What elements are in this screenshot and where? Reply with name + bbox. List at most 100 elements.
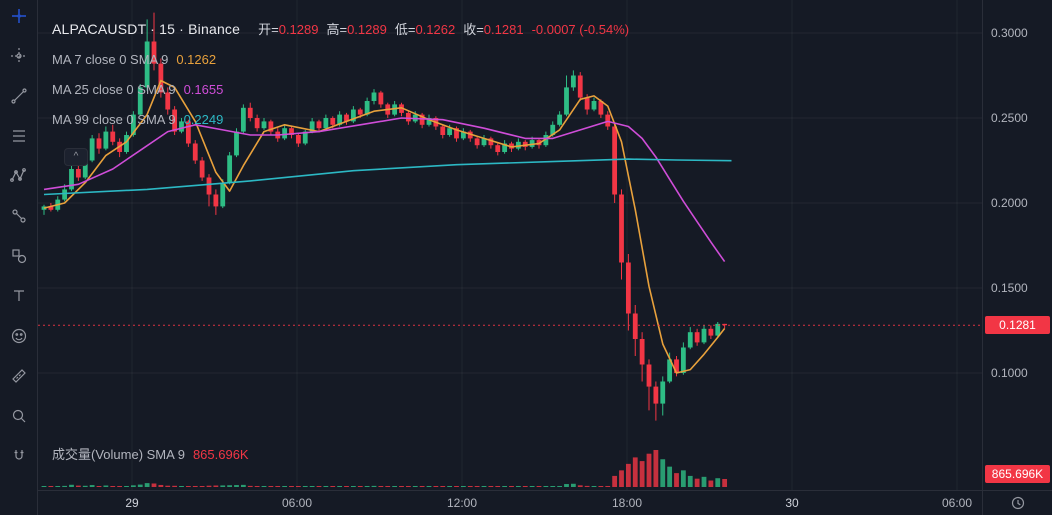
candle-body [632,313,638,339]
volume-bar [124,485,129,487]
cursor-tool-button[interactable] [6,6,32,26]
ma-line-ma99[interactable] [43,158,732,196]
candle-body [158,63,164,93]
text-tool-button[interactable] [6,286,32,306]
timezone-clock-icon[interactable] [1010,495,1026,511]
volume-bar [172,485,178,487]
volume-bar [399,486,404,487]
volume-bar [289,486,294,487]
volume-bar [515,486,521,487]
volume-bar [82,485,88,487]
volume-bar [653,450,659,487]
prediction-tool-button[interactable] [6,206,32,226]
candle-body [660,381,666,404]
volume-bar [295,486,301,487]
candle-body [350,109,356,122]
volume-bar [213,485,219,487]
volume-bar [103,485,109,487]
volume-bar [715,478,721,487]
volume-bar [254,486,260,487]
volume-bar [619,470,624,487]
volume-bar [612,475,618,487]
volume-bar [557,485,563,487]
volume-bar [447,486,453,487]
volume-bar [529,486,535,487]
candle-body [240,107,246,132]
volume-bar [639,461,645,487]
candle-body [75,169,81,178]
price-axis-label: 0.2500 [991,111,1028,125]
shapes-icon [11,249,26,264]
candle-body [323,118,329,129]
candle-body [344,114,349,122]
candle-body [570,75,576,88]
chevron-up-icon: ^ [73,151,79,162]
zoom-tool-button[interactable] [6,406,32,426]
fib-retracement-icon [12,130,25,142]
magnet-tool-button[interactable] [6,446,32,466]
legend-collapse-button[interactable]: ^ [64,148,88,166]
volume-bar [316,486,322,487]
volume-bar [323,486,329,487]
drawing-toolbar [0,0,38,515]
price-axis[interactable]: 0.1281 865.696K 0.3000 0.2500 0.2000 0.1500… [982,0,1052,490]
candle-body [357,109,363,115]
candle-body [598,101,604,115]
candle-body [165,92,171,110]
time-axis-label: 18:00 [611,496,643,510]
time-axis[interactable]: 29 06:00 12:00 18:00 30 06:00 [38,490,982,515]
candle-body [687,332,693,348]
volume-bar [722,478,728,487]
crosshair-icon [10,48,27,64]
candle-body [502,143,508,152]
candle-body [550,124,556,135]
candlestick-chart[interactable] [38,0,982,490]
crosshair-tool-button[interactable] [6,46,32,66]
candle-body [392,104,398,115]
candle-body [254,118,260,129]
candle-body [488,138,494,146]
time-axis-label: 06:00 [941,496,973,510]
candle-body [467,131,473,139]
ma-line-ma25[interactable] [43,117,726,263]
candle-body [137,87,143,115]
candle-body [625,262,631,314]
price-axis-label: 0.3000 [991,26,1028,40]
candle-body [82,160,88,178]
volume-bar [460,486,466,487]
candle-body [591,101,597,110]
ruler-tool-button[interactable] [6,366,32,386]
axis-corner [982,490,1052,515]
candle-body [529,140,535,147]
volume-bar [55,486,61,487]
chart-plot[interactable]: ALPACAUSDT · 15 · Binance 开=0.1289 高=0.128… [38,0,982,490]
candle-body [701,328,707,343]
volume-bar [667,466,673,487]
volume-legend[interactable]: 成交量(Volume) SMA 9 865.696K [52,444,249,463]
volume-bar [110,486,116,487]
candle-body [172,109,178,132]
volume-bar [708,480,714,487]
emoji-tool-button[interactable] [6,326,32,346]
volume-bar [261,486,267,487]
candle-body [316,121,322,129]
candle-body [515,141,521,149]
shapes-tool-button[interactable] [6,246,32,266]
fib-retracement-tool-button[interactable] [6,126,32,146]
xabcd-pattern-tool-button[interactable] [6,166,32,186]
current-volume-badge: 865.696K [985,465,1050,483]
candle-body [261,121,267,129]
candle-body [440,126,446,135]
candle-body [612,126,618,195]
volume-bar [41,486,47,487]
candle-body [295,135,301,144]
candle-body [639,339,645,365]
candle-body [192,143,198,161]
volume-bar [378,486,384,487]
volume-bar [419,486,425,487]
ma-line-ma7[interactable] [43,79,726,374]
volume-bar [570,483,576,487]
trend-line-tool-button[interactable] [6,86,32,106]
volume-bar [357,486,363,487]
